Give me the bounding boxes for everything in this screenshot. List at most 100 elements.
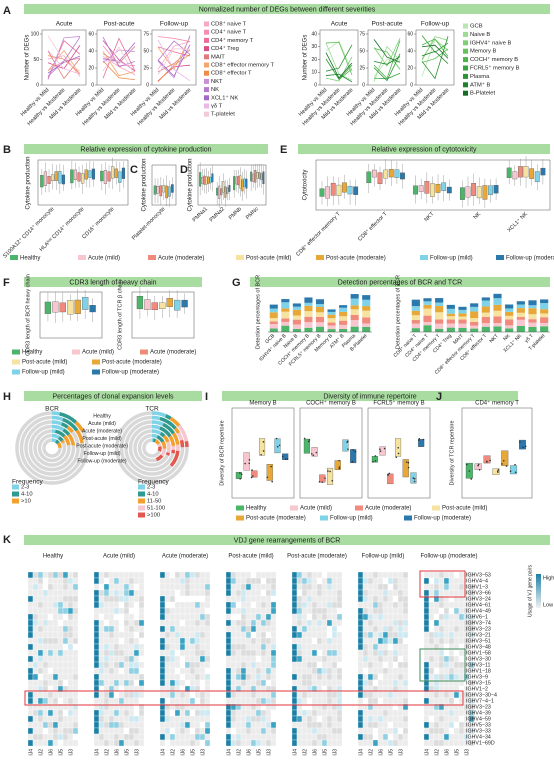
heat-cell xyxy=(189,637,196,645)
heat-cell xyxy=(326,577,333,585)
legend-swatch xyxy=(316,255,324,260)
heat-cell xyxy=(428,739,435,747)
x-tick-label: IJ4 xyxy=(160,749,166,756)
heat-cell xyxy=(184,661,191,669)
heat-cell xyxy=(204,637,211,645)
heat-cell xyxy=(357,709,364,717)
stacked-bar xyxy=(362,299,371,307)
heat-cell xyxy=(336,643,343,651)
row-label: IGHV7−4−1 xyxy=(466,698,494,704)
heat-cell xyxy=(108,583,115,591)
row-label: IGHV4−49 xyxy=(466,608,491,614)
box xyxy=(209,176,212,184)
heat-cell xyxy=(189,613,196,621)
heat-cell xyxy=(194,709,201,717)
point xyxy=(501,463,503,465)
heat-cell xyxy=(108,661,115,669)
x-tick-label: IJ2 xyxy=(434,749,440,756)
heat-cell xyxy=(316,697,323,705)
heat-cell xyxy=(27,613,34,621)
heat-cell xyxy=(118,709,125,717)
heat-cell xyxy=(255,571,262,579)
heat-cell xyxy=(433,589,440,597)
heat-cell xyxy=(194,589,201,597)
legend-swatch xyxy=(204,29,209,35)
heat-cell xyxy=(301,697,308,705)
heat-cell xyxy=(382,715,389,723)
heat-cell xyxy=(199,655,206,663)
box xyxy=(483,455,491,464)
heat-cell xyxy=(377,667,384,675)
heat-cell xyxy=(453,625,460,633)
heat-cell xyxy=(42,601,49,609)
heat-cell xyxy=(382,613,389,621)
stacked-bar xyxy=(292,329,301,332)
box xyxy=(418,439,425,447)
legend-swatch xyxy=(463,40,468,46)
heat-cell xyxy=(255,607,262,615)
heat-cell xyxy=(392,637,399,645)
heat-cell xyxy=(316,655,323,663)
heat-cell xyxy=(118,733,125,741)
heat-cell xyxy=(225,655,232,663)
y-tick-label: 0 xyxy=(314,82,317,88)
heat-cell xyxy=(357,583,364,591)
point xyxy=(477,463,480,466)
heat-cell xyxy=(123,625,130,633)
heat-cell xyxy=(316,733,323,741)
heat-cell xyxy=(260,691,267,699)
legend-swatch xyxy=(204,62,209,68)
panel-letter: A xyxy=(3,5,11,17)
legend-swatch xyxy=(204,37,209,43)
heat-cell xyxy=(174,583,181,591)
heat-cell xyxy=(326,673,333,681)
heat-cell xyxy=(397,637,404,645)
heat-cell xyxy=(138,571,145,579)
heat-cell xyxy=(372,739,379,747)
heat-cell xyxy=(402,655,409,663)
heat-cell xyxy=(402,607,409,615)
heat-cell xyxy=(235,625,242,633)
stacked-bar xyxy=(315,306,325,313)
heat-cell xyxy=(128,595,135,603)
heat-cell xyxy=(133,643,140,651)
legend-label: GCB xyxy=(470,24,483,30)
heat-cell xyxy=(240,649,247,657)
heat-cell xyxy=(204,601,211,609)
heat-cell xyxy=(113,697,120,705)
heat-cell xyxy=(367,673,374,681)
heat-cell xyxy=(255,697,262,705)
heat-cell xyxy=(52,661,59,669)
heat-cell xyxy=(42,655,49,663)
heat-cell xyxy=(260,571,267,579)
heat-cell xyxy=(311,613,318,621)
heat-cell xyxy=(255,649,262,657)
heat-cell xyxy=(67,595,74,603)
heat-cell xyxy=(260,661,267,669)
heat-cell xyxy=(103,655,110,663)
box xyxy=(529,168,535,179)
legend-swatch xyxy=(463,23,468,29)
heat-cell xyxy=(377,577,384,585)
heat-cell xyxy=(57,571,64,579)
heat-cell xyxy=(174,607,181,615)
ring-segment xyxy=(165,414,172,420)
deg-line xyxy=(421,36,449,61)
heat-cell xyxy=(321,631,328,639)
heat-cell xyxy=(118,619,125,627)
heat-cell xyxy=(336,715,343,723)
ring-segment xyxy=(60,439,65,444)
legend-label: CD4⁺ Treg xyxy=(211,45,239,52)
x-tick-label: IJ5 xyxy=(58,749,64,756)
group-label: Follow-up (moderate) xyxy=(420,554,477,560)
heat-cell xyxy=(164,601,171,609)
heat-cell xyxy=(118,613,125,621)
heat-cell xyxy=(98,691,105,699)
heat-cell xyxy=(57,619,64,627)
heat-cell xyxy=(362,715,369,723)
heat-cell xyxy=(245,607,252,615)
heat-cell xyxy=(331,631,338,639)
deg-line xyxy=(157,39,191,82)
heat-cell xyxy=(179,571,186,579)
heat-cell xyxy=(377,613,384,621)
